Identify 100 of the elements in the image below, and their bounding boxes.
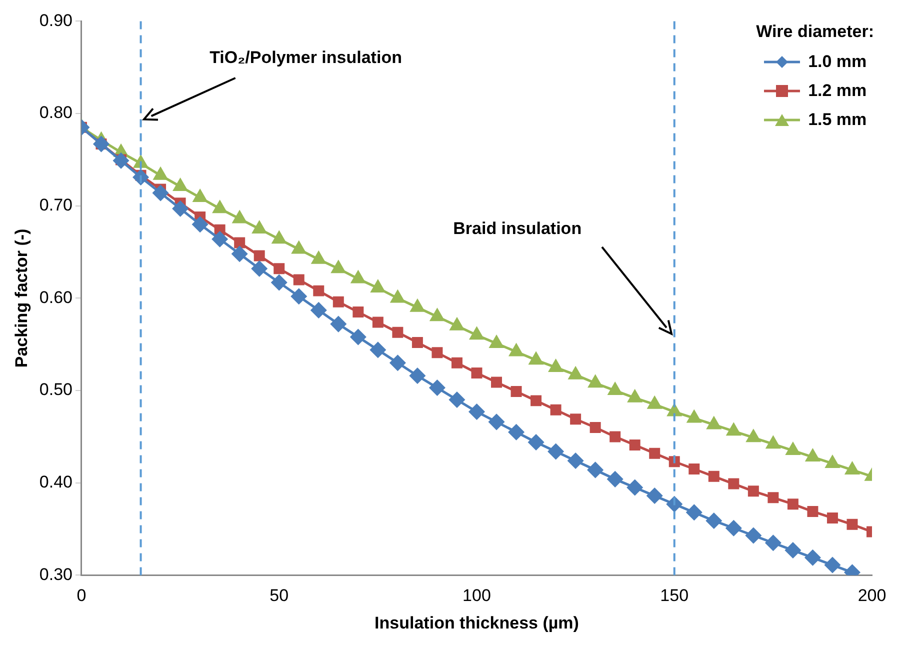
point xyxy=(510,386,522,397)
legend-label: 1.0 mm xyxy=(808,52,867,72)
point xyxy=(528,434,544,450)
point xyxy=(350,329,366,345)
point xyxy=(291,288,307,304)
point xyxy=(332,260,346,274)
point xyxy=(649,448,660,459)
point xyxy=(786,442,800,456)
point xyxy=(686,504,702,520)
point xyxy=(726,520,742,536)
point xyxy=(192,216,208,232)
point xyxy=(429,380,445,396)
point xyxy=(234,237,246,248)
point xyxy=(232,246,248,262)
point xyxy=(588,375,602,388)
point xyxy=(471,368,482,378)
point xyxy=(332,296,344,308)
x-tick-label: 50 xyxy=(270,586,289,606)
point xyxy=(746,430,760,442)
point xyxy=(488,414,504,430)
point xyxy=(392,326,404,338)
point xyxy=(252,221,266,234)
point xyxy=(846,518,858,530)
point xyxy=(193,190,207,202)
point xyxy=(274,263,285,274)
y-tick-label: 0.40 xyxy=(39,472,72,492)
legend-label: 1.2 mm xyxy=(808,81,867,101)
point xyxy=(646,488,662,504)
point xyxy=(765,535,781,551)
x-axis-title: Insulation thickness (µm) xyxy=(374,613,579,632)
point xyxy=(627,480,643,496)
annotation: TiO₂/Polymer insulation xyxy=(210,48,402,68)
y-tick-label: 0.70 xyxy=(39,196,72,215)
point xyxy=(432,347,443,358)
point xyxy=(530,395,542,406)
point xyxy=(212,231,228,247)
point xyxy=(490,336,504,348)
point xyxy=(707,416,721,430)
point xyxy=(310,302,326,318)
point xyxy=(173,178,188,191)
point xyxy=(548,444,564,460)
x-tick-label: 150 xyxy=(660,586,689,606)
point xyxy=(550,404,562,416)
point xyxy=(706,512,722,528)
point xyxy=(450,318,464,330)
point xyxy=(508,424,524,440)
point xyxy=(509,344,524,356)
point xyxy=(272,231,286,244)
point xyxy=(172,200,188,216)
point xyxy=(787,498,798,510)
point xyxy=(568,367,582,380)
point xyxy=(410,300,424,312)
point xyxy=(590,422,601,433)
y-tick-label: 0.30 xyxy=(39,564,72,584)
point xyxy=(94,136,109,152)
y-axis-title: Packing factor (-) xyxy=(12,228,31,368)
point xyxy=(608,382,622,396)
point xyxy=(708,470,720,482)
point xyxy=(212,200,227,214)
point xyxy=(628,390,642,402)
point xyxy=(491,376,502,388)
point xyxy=(372,316,384,328)
point xyxy=(330,316,346,332)
point xyxy=(449,392,465,408)
point xyxy=(826,512,838,524)
point xyxy=(154,168,168,180)
point xyxy=(568,452,584,468)
point xyxy=(766,436,780,449)
point xyxy=(390,290,405,303)
point xyxy=(410,368,426,384)
point xyxy=(271,274,287,290)
point xyxy=(252,260,268,276)
point xyxy=(548,360,563,372)
point xyxy=(824,557,840,573)
point xyxy=(748,486,759,497)
point xyxy=(588,462,604,478)
point xyxy=(570,414,582,425)
point xyxy=(352,306,364,318)
annotation: Braid insulation xyxy=(453,218,582,239)
y-tick-label: 0.50 xyxy=(39,380,72,400)
y-tick-label: 0.80 xyxy=(39,103,72,122)
point xyxy=(412,337,423,348)
point xyxy=(390,355,406,371)
point xyxy=(806,449,820,462)
point xyxy=(807,506,818,517)
point xyxy=(629,440,640,451)
point xyxy=(152,185,168,201)
point xyxy=(370,342,386,358)
point xyxy=(232,211,246,224)
legend-label: 1.5 mm xyxy=(808,110,867,130)
point xyxy=(312,252,326,264)
point xyxy=(254,250,265,262)
point xyxy=(728,478,740,490)
point xyxy=(726,423,741,436)
legend-title: Wire diameter: xyxy=(756,22,874,42)
point xyxy=(768,492,779,504)
y-tick-label: 0.90 xyxy=(39,10,72,30)
x-tick-label: 200 xyxy=(858,586,886,606)
point xyxy=(430,308,444,322)
point xyxy=(371,280,385,293)
